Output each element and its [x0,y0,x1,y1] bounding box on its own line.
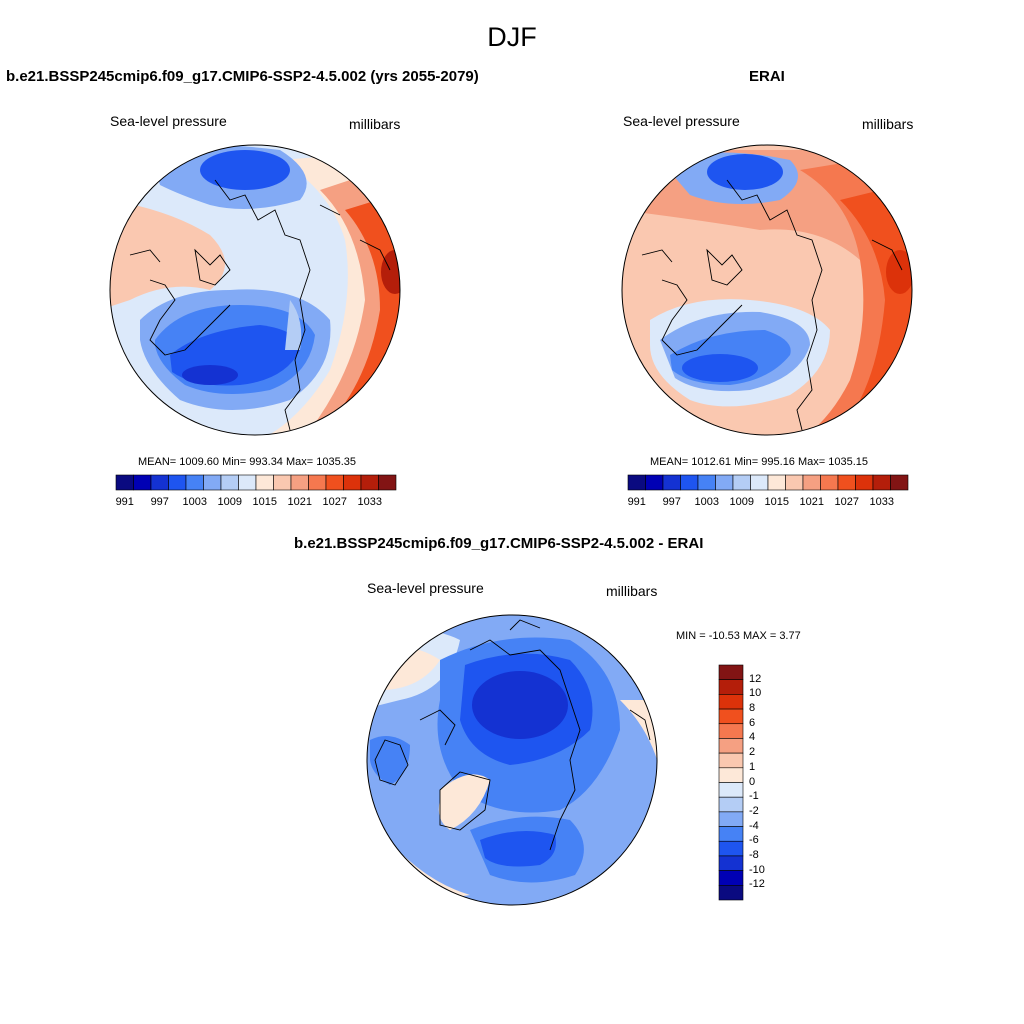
panel3-colorbar-swatch [718,870,744,886]
panel2-colorbar-tick-label: 1027 [834,496,859,508]
panel3-colorbar-tick-label: 8 [749,702,756,715]
panel1-colorbar-tick-label: 1021 [287,496,312,508]
panel1-units-label: millibars [349,116,401,132]
panel3-colorbar-swatch [718,840,744,857]
panel3-title: b.e21.BSSP245cmip6.f09_g17.CMIP6-SSP2-4.… [294,535,704,552]
panel1-colorbar-tick-label: 1033 [357,496,382,508]
panel2-units-label: millibars [862,116,914,132]
panel1-colorbar-tick-label: 1009 [217,496,242,508]
panel3-colorbar-swatch [718,826,744,842]
panel3-units-label: millibars [606,583,658,599]
panel3-colorbar-tick-label: 2 [749,746,756,759]
panel1-colorbar-tick-label: 997 [150,496,169,508]
panel2-colorbar-tick-label: 1015 [764,496,789,508]
panel3-colorbar-tick-label: 0 [749,775,756,788]
panel3-colorbar-tick-label: 4 [749,731,756,744]
panel3-colorbar-tick-label: 6 [749,716,756,729]
figure-title: DJF [487,22,537,52]
panel3-colorbar-swatch [718,811,744,827]
panel1-stats: MEAN= 1009.60 Min= 993.34 Max= 1035.35 [138,456,357,468]
panel3-colorbar-tick-label: -12 [749,878,765,891]
panel2-colorbar-tick-label: 1003 [694,496,719,508]
panel1-variable-label: Sea-level pressure [110,113,227,129]
panel3-colorbar-swatch [718,723,744,739]
panel2-title: ERAI [749,68,785,85]
panel2-variable-label: Sea-level pressure [623,113,740,129]
panel3-variable-label: Sea-level pressure [367,580,484,596]
panel3-colorbar-swatch [718,664,744,680]
panel2-stats: MEAN= 1012.61 Min= 995.16 Max= 1035.15 [650,456,869,468]
panel3-colorbar-swatch [718,694,744,710]
panel1-colorbar-swatch [378,474,397,491]
panel1-colorbar-tick-label: 1027 [322,496,347,508]
panel3-colorbar-tick-label: -6 [749,834,759,847]
panel2-colorbar-swatches [627,474,909,491]
panel1-colorbar-tick-label: 1015 [252,496,277,508]
panel2-colorbar-tick-label: 1033 [869,496,894,508]
panel2-colorbar-tick-label: 991 [627,496,646,508]
panel3-colorbar-swatch [718,752,744,769]
panel2-colorbar-tick-label: 997 [662,496,681,508]
panel3-colorbar-swatch [718,679,744,695]
panel1-colorbar-tick-label: 1003 [182,496,207,508]
panel3-colorbar-swatch [718,738,744,754]
panel3-colorbar-tick-label: 12 [749,672,762,685]
panel3-colorbar-swatch [718,855,744,871]
panel3-colorbar-tick-label: -10 [749,863,765,876]
panel3-stats: MIN = -10.53 MAX = 3.77 [676,630,801,642]
panel3-colorbar-tick-label: -1 [749,790,759,803]
panel2-colorbar-tick-label: 1021 [799,496,824,508]
panel3-colorbar-tick-label: -4 [749,819,759,832]
panel3-colorbar-tick-label: 10 [749,687,762,700]
panel3-colorbar-swatch [718,708,744,725]
panel2-colorbar-swatch [890,474,909,491]
panel3-colorbar-swatches [718,664,744,901]
panel3-colorbar-tick-label: 1 [749,760,756,773]
panel3-colorbar-swatch [718,767,744,783]
panel1-colorbar-swatches [115,474,397,491]
panel1-colorbar-tick-label: 991 [115,496,134,508]
panel2-colorbar-tick-label: 1009 [729,496,754,508]
panel3-colorbar-swatch [718,782,744,798]
panel1-title: b.e21.BSSP245cmip6.f09_g17.CMIP6-SSP2-4.… [6,68,479,85]
panel3-colorbar-tick-label: -2 [749,804,759,817]
panel3-colorbar-tick-label: -8 [749,848,759,861]
panel3-colorbar-swatch [718,885,744,901]
panel3-colorbar-swatch [718,796,744,813]
